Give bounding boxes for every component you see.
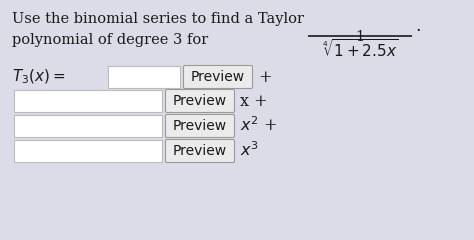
Bar bbox=[14, 140, 162, 162]
FancyBboxPatch shape bbox=[165, 90, 235, 113]
Text: 1: 1 bbox=[356, 30, 365, 44]
Text: x +: x + bbox=[240, 92, 268, 109]
Text: Preview: Preview bbox=[173, 94, 227, 108]
FancyBboxPatch shape bbox=[165, 139, 235, 162]
Text: +: + bbox=[258, 68, 272, 85]
Text: $x^3$: $x^3$ bbox=[240, 142, 259, 160]
Text: polynomial of degree 3 for: polynomial of degree 3 for bbox=[12, 33, 208, 47]
Bar bbox=[14, 115, 162, 137]
Text: $T_3(x) =$: $T_3(x) =$ bbox=[12, 68, 65, 86]
Text: .: . bbox=[415, 18, 420, 35]
Text: Preview: Preview bbox=[191, 70, 245, 84]
Text: Use the binomial series to find a Taylor: Use the binomial series to find a Taylor bbox=[12, 12, 304, 26]
Bar bbox=[108, 66, 180, 88]
Text: $\sqrt[4]{1 + 2.5x}$: $\sqrt[4]{1 + 2.5x}$ bbox=[321, 38, 399, 60]
Text: $x^2$ +: $x^2$ + bbox=[240, 117, 277, 135]
Bar bbox=[14, 90, 162, 112]
FancyBboxPatch shape bbox=[165, 114, 235, 138]
Text: Preview: Preview bbox=[173, 119, 227, 133]
Text: Preview: Preview bbox=[173, 144, 227, 158]
FancyBboxPatch shape bbox=[183, 66, 253, 89]
